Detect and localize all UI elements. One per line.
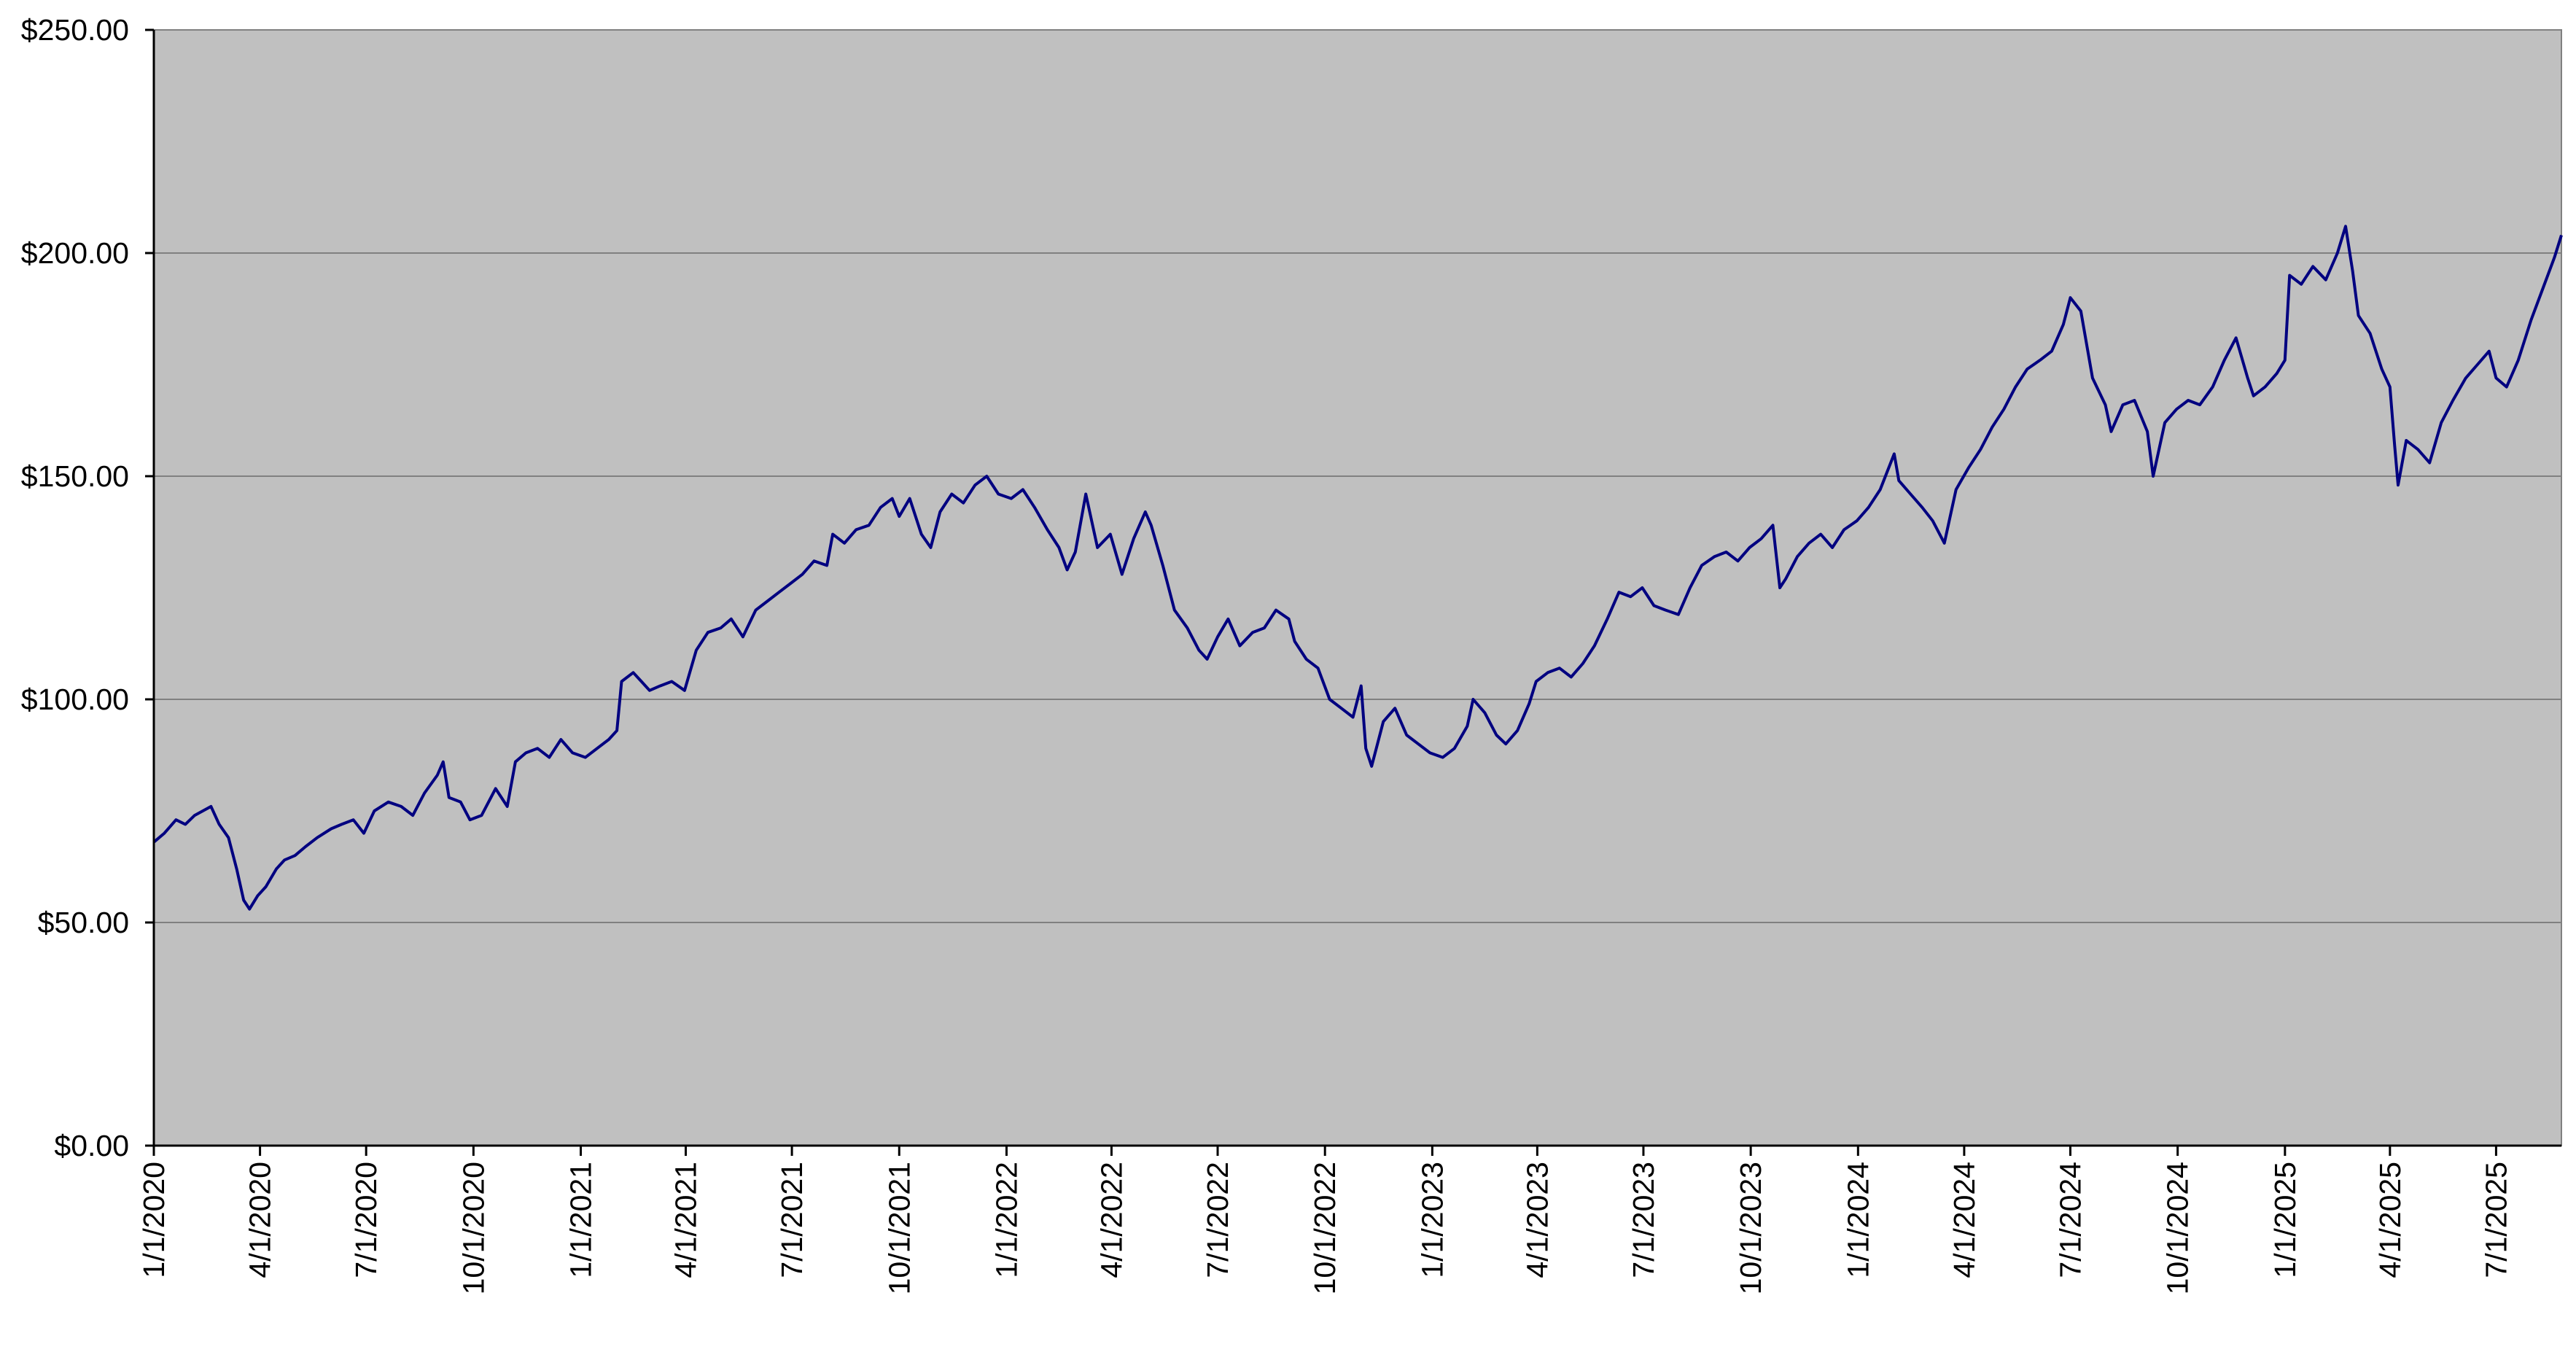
x-tick-label: 7/1/2025 [2479, 1162, 2513, 1278]
x-tick-label: 10/1/2024 [2161, 1162, 2195, 1294]
series-layer [152, 225, 2563, 911]
axes [152, 30, 2561, 1147]
x-tick-label: 7/1/2024 [2053, 1162, 2087, 1278]
x-tick-label: 1/1/2025 [2268, 1162, 2302, 1278]
y-tick-label: $0.00 [54, 1129, 129, 1162]
x-tick-label: 4/1/2025 [2373, 1162, 2407, 1278]
y-tick-label: $150.00 [21, 459, 129, 493]
gridlines [154, 29, 2561, 923]
y-tick-labels: $0.00 $50.00 $100.00 $150.00 $200.00 $250.00 [21, 13, 154, 1162]
x-tick-label: 10/1/2020 [456, 1162, 490, 1294]
x-tick-label: 1/1/2022 [989, 1162, 1023, 1278]
x-tick-label: 10/1/2022 [1308, 1162, 1342, 1294]
y-tick-label: $50.00 [38, 906, 129, 939]
x-tick-label: 4/1/2020 [244, 1162, 277, 1278]
x-tick-label: 4/1/2022 [1094, 1162, 1128, 1278]
series-line [152, 225, 2563, 911]
x-tick-label: 7/1/2023 [1627, 1162, 1660, 1278]
x-tick-label: 7/1/2022 [1201, 1162, 1234, 1278]
x-tick-label: 1/1/2021 [564, 1162, 598, 1278]
x-tick-label: 10/1/2021 [882, 1162, 916, 1294]
x-tick-labels: 1/1/2020 4/1/2020 7/1/2020 10/1/2020 1/1/202… [137, 1146, 2513, 1294]
x-tick-label: 1/1/2024 [1841, 1162, 1875, 1278]
x-tick-label: 7/1/2020 [349, 1162, 383, 1278]
x-tick-label: 7/1/2021 [775, 1162, 809, 1278]
x-tick-label: 4/1/2021 [669, 1162, 703, 1278]
x-tick-label: 4/1/2023 [1520, 1162, 1554, 1278]
plot-area [153, 29, 2562, 1146]
x-tick-label: 1/1/2020 [137, 1162, 171, 1278]
x-tick-label: 4/1/2024 [1947, 1162, 1981, 1278]
x-tick-label: 10/1/2023 [1734, 1162, 1767, 1294]
x-tick-label: 1/1/2023 [1415, 1162, 1449, 1278]
y-tick-label: $200.00 [21, 236, 129, 270]
y-tick-label: $250.00 [21, 13, 129, 47]
y-tick-label: $100.00 [21, 683, 129, 716]
